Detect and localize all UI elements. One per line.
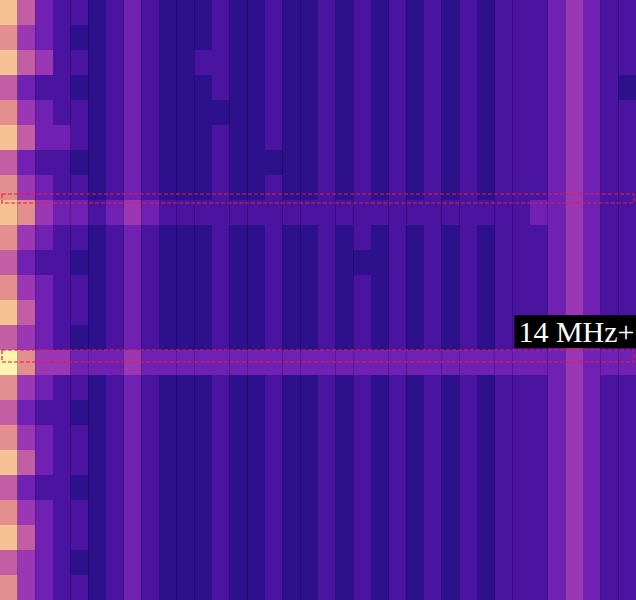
- svg-text:14 MHz+: 14 MHz+: [518, 315, 634, 348]
